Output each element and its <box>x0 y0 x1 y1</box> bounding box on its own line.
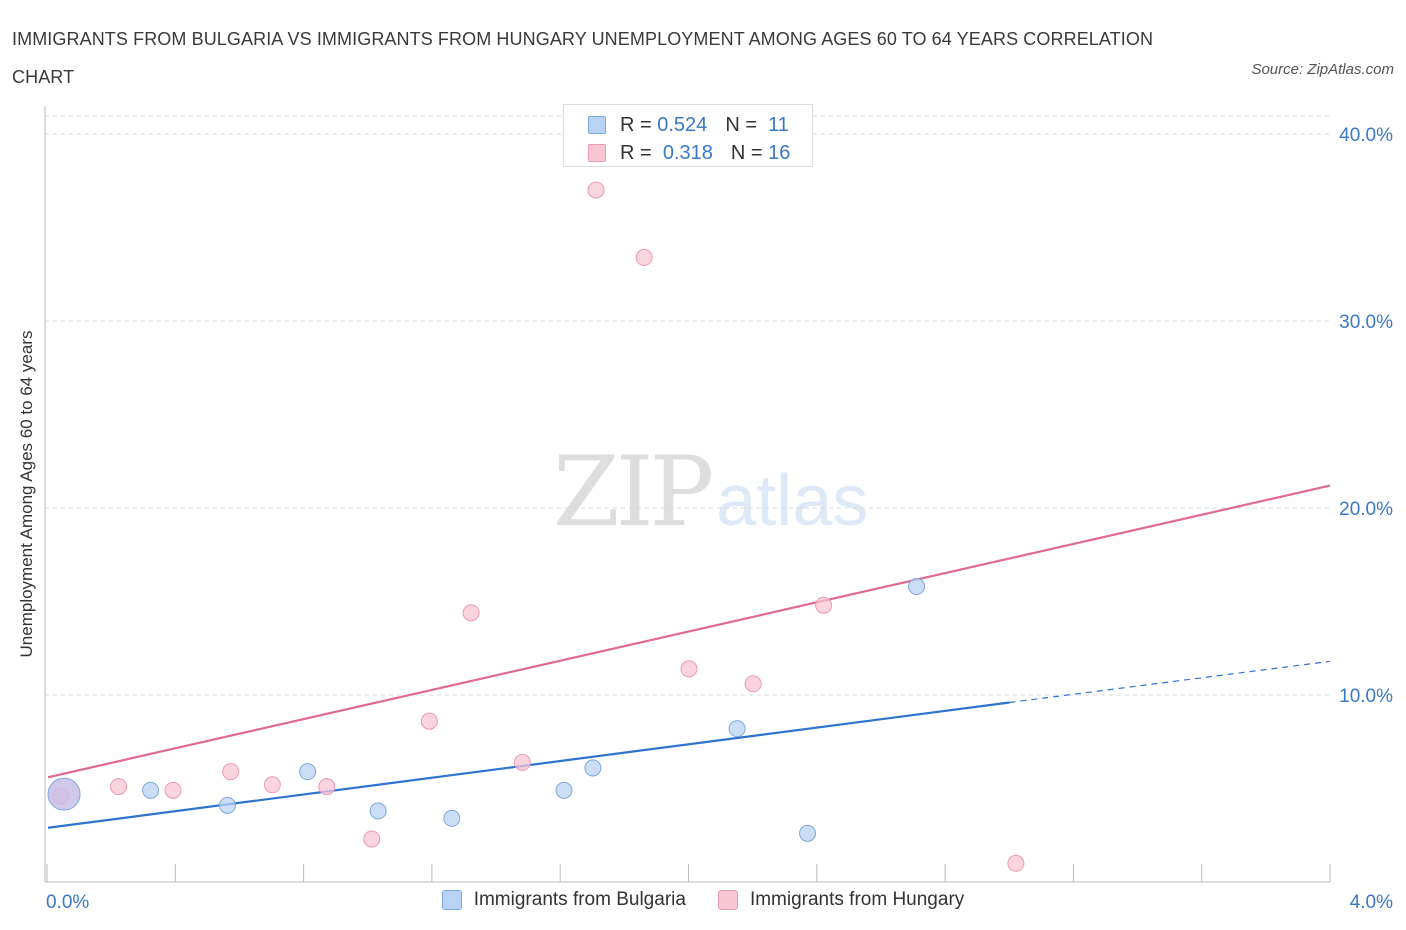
legend-swatch-bulgaria <box>441 890 462 910</box>
point-bulgaria <box>799 824 817 842</box>
point-hungary <box>635 248 653 266</box>
point-bulgaria <box>908 578 926 596</box>
trendline-bulgaria-extension <box>1009 660 1331 704</box>
point-bulgaria <box>728 720 746 738</box>
point-hungary <box>164 781 182 799</box>
legend-label-bulgaria: Immigrants from Bulgaria <box>473 889 686 910</box>
point-bulgaria <box>555 781 573 799</box>
point-bulgaria <box>443 809 461 827</box>
legend-swatch-hungary <box>717 890 738 910</box>
point-hungary <box>462 604 480 622</box>
legend-item-hungary: Immigrants from Hungary <box>717 889 965 911</box>
legend-label-hungary: Immigrants from Hungary <box>749 889 965 910</box>
legend-r-label: R = <box>620 141 652 164</box>
legend-r-value: 0.318 <box>662 141 713 164</box>
source-label: Source: ZipAtlas.com <box>1251 61 1394 78</box>
point-hungary <box>513 753 531 771</box>
point-hungary <box>744 675 762 693</box>
point-hungary <box>318 778 336 796</box>
legend-row-bulgaria: R = 0.524 N = 11 <box>588 112 789 138</box>
point-bulgaria <box>299 763 317 781</box>
legend-swatch-bulgaria <box>588 116 606 134</box>
legend-n-label: N = <box>725 113 757 136</box>
y-tick-label: 10.0% <box>1339 686 1393 707</box>
x-tick-label: 4.0% <box>1350 892 1393 913</box>
point-hungary <box>1007 854 1025 872</box>
legend-r-label: R = <box>620 113 652 136</box>
legend-n-value: 11 <box>768 113 789 136</box>
chart-title: IMMIGRANTS FROM BULGARIA VS IMMIGRANTS F… <box>12 29 1154 87</box>
point-bulgaria <box>369 802 387 820</box>
trendline-hungary <box>47 484 1331 779</box>
x-tick-label: 0.0% <box>46 892 89 913</box>
point-hungary <box>263 776 281 794</box>
legend-n-label: N = <box>730 141 763 164</box>
legend-row-hungary: R = 0.318 N = 16 <box>588 140 790 166</box>
point-hungary <box>680 660 698 678</box>
point-bulgaria <box>47 777 81 811</box>
point-hungary <box>363 830 381 848</box>
legend-r-value: 0.524 <box>657 113 708 136</box>
point-hungary <box>110 778 128 796</box>
correlation-legend: R = 0.524 N = 11 R = 0.318 N = 16 <box>563 104 813 167</box>
series-legend: Immigrants from Bulgaria Immigrants from… <box>0 889 1406 911</box>
legend-swatch-hungary <box>588 144 606 162</box>
point-bulgaria <box>584 759 602 777</box>
point-hungary <box>420 712 438 730</box>
point-bulgaria <box>142 781 160 799</box>
point-bulgaria <box>218 796 236 814</box>
y-tick-label: 20.0% <box>1339 499 1393 520</box>
legend-n-value: 16 <box>768 141 791 164</box>
point-hungary <box>587 181 605 199</box>
point-hungary <box>222 763 240 781</box>
y-tick-label: 40.0% <box>1339 125 1393 146</box>
y-tick-label: 30.0% <box>1339 312 1393 333</box>
point-hungary <box>815 596 833 614</box>
legend-item-bulgaria: Immigrants from Bulgaria <box>441 889 686 911</box>
